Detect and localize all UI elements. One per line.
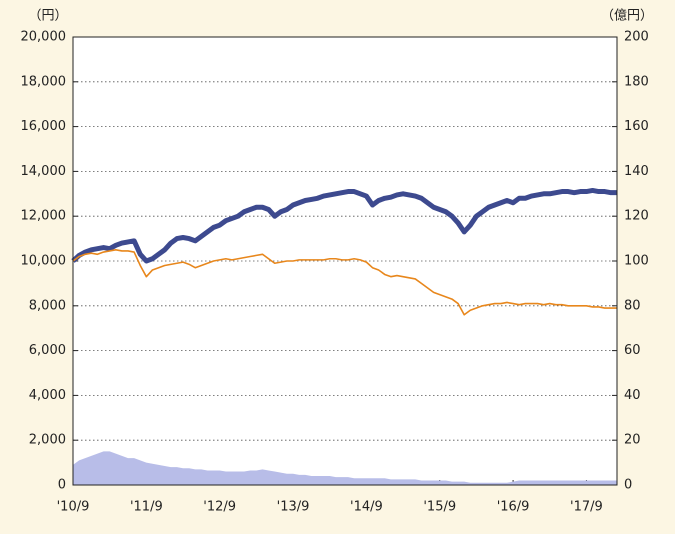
y-tick-label: 6,000 xyxy=(29,343,66,358)
x-tick-label: '13/9 xyxy=(277,500,310,515)
y2-tick-label: 20 xyxy=(624,433,641,448)
y2-tick-label: 200 xyxy=(624,30,649,45)
y-tick-label: 8,000 xyxy=(29,298,66,313)
line xyxy=(72,249,617,316)
y2-tick-label: 100 xyxy=(624,254,649,269)
x-tick-label: '11/9 xyxy=(130,500,163,515)
x-tick-label: '15/9 xyxy=(423,500,456,515)
y-tick-label: 14,000 xyxy=(21,164,67,179)
y-tick-label: 10,000 xyxy=(21,254,67,269)
y2-unit: （億円） xyxy=(601,8,653,24)
x-tick-label: '16/9 xyxy=(497,500,530,515)
y2-tick-label: 140 xyxy=(624,164,649,179)
y2-tick-label: 80 xyxy=(624,298,641,313)
y-tick-label: 12,000 xyxy=(21,209,67,224)
y-tick-label: 18,000 xyxy=(21,74,67,89)
y2-tick-label: 40 xyxy=(624,388,641,403)
y2-tick-label: 0 xyxy=(624,478,632,493)
x-tick-label: '14/9 xyxy=(350,500,383,515)
y-tick-label: 20,000 xyxy=(21,30,67,45)
line xyxy=(71,187,617,264)
y2-tick-label: 160 xyxy=(624,119,649,134)
x-tick-label: '17/9 xyxy=(570,500,603,515)
x-tick-label: '10/9 xyxy=(57,500,90,515)
y2-tick-label: 60 xyxy=(624,343,641,358)
y-tick-label: 16,000 xyxy=(21,119,67,134)
y2-tick-label: 180 xyxy=(624,74,649,89)
y2-tick-label: 120 xyxy=(624,209,649,224)
y-tick-label: 4,000 xyxy=(29,388,66,403)
y-tick-label: 0 xyxy=(58,478,66,493)
x-tick-label: '12/9 xyxy=(203,500,236,515)
y-tick-label: 2,000 xyxy=(29,433,66,448)
area xyxy=(73,451,617,485)
plot-border xyxy=(72,36,618,486)
y-unit: （円） xyxy=(28,9,67,24)
